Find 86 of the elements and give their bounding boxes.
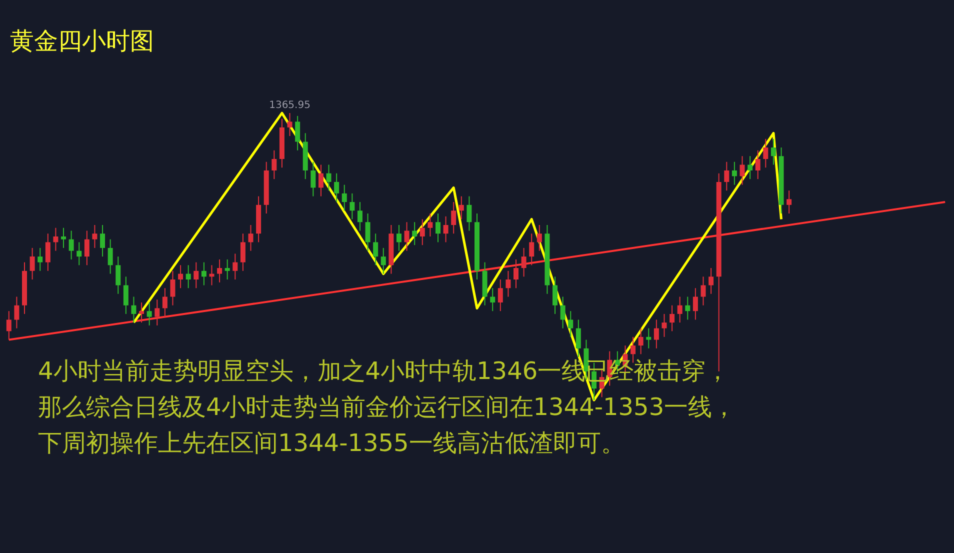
candlestick (576, 319, 581, 358)
candlestick (14, 296, 20, 329)
candlestick (6, 310, 12, 340)
candlestick (61, 227, 66, 248)
candlestick (248, 224, 254, 252)
annotation: 1365.95 (269, 100, 310, 112)
candlestick (45, 233, 50, 272)
candlestick (420, 218, 425, 246)
candlestick (435, 213, 440, 243)
candlestick (186, 264, 191, 289)
candlestick (30, 247, 35, 280)
candlestick (139, 302, 144, 324)
candlestick (560, 296, 566, 329)
candlestick (646, 328, 652, 349)
candlestick (232, 253, 238, 280)
candlestick (201, 262, 206, 286)
candlestick (748, 156, 753, 180)
candlestick (123, 276, 128, 314)
candlestick (451, 202, 456, 234)
candlestick (700, 276, 706, 306)
candlestick (490, 288, 496, 312)
candlestick (514, 258, 519, 289)
candlestick (638, 328, 644, 355)
candlestick (38, 247, 43, 272)
candlestick (342, 184, 347, 212)
candlestick (217, 258, 222, 283)
candlestick (357, 202, 362, 232)
candlestick (662, 313, 667, 338)
candlestick (326, 164, 332, 192)
candlestick (146, 302, 152, 326)
candlestick (732, 161, 737, 186)
candlestick (466, 196, 472, 232)
candlestick (521, 247, 526, 278)
candlestick (740, 156, 745, 186)
candlestick (68, 230, 74, 260)
candlestick (428, 213, 433, 237)
candlestick (724, 161, 730, 192)
candlestick (763, 138, 768, 168)
candlestick (443, 216, 448, 243)
candlestick (170, 270, 176, 306)
candlestick (224, 258, 230, 280)
candlestick (108, 238, 113, 274)
candlestick (116, 256, 121, 294)
candlestick (92, 224, 98, 248)
candlestick (404, 222, 410, 252)
candlestick (380, 247, 386, 274)
candlestick (536, 224, 542, 252)
candlestick (654, 319, 659, 349)
candlestick (350, 192, 355, 220)
candlestick (154, 299, 160, 326)
candlestick (412, 222, 418, 246)
candlestick (76, 242, 82, 266)
candlestick (162, 288, 168, 318)
candlestick (498, 279, 503, 312)
candlestick (770, 138, 776, 166)
candlestick (685, 296, 690, 320)
candlestick (396, 224, 402, 252)
annotation: 那么综合日线及4小时走势当前金价运行区间在1344-1353一线， (38, 393, 736, 421)
candlestick (334, 172, 340, 203)
candlestick (318, 164, 324, 197)
candlestick (272, 150, 277, 180)
candlestick (755, 150, 760, 180)
candlestick (53, 227, 58, 252)
candlestick (786, 190, 792, 214)
text: 下周初操作上先在区间1344-1355一线高沽低渣即可。 (38, 429, 625, 457)
candlestick (677, 296, 682, 324)
candlestick (506, 270, 511, 298)
candlestick (365, 213, 370, 252)
candlestick (295, 115, 300, 151)
candlestick (131, 296, 136, 324)
candlestick (100, 224, 106, 258)
candlestick (708, 268, 714, 294)
candlestick (194, 262, 199, 289)
candlestick (240, 233, 246, 272)
candlestick (552, 276, 558, 314)
candlestick (670, 304, 675, 332)
chart-title: 黄金四小时图 (10, 27, 154, 55)
candlestick (310, 161, 316, 197)
candlestick (84, 230, 90, 266)
candlestick (692, 288, 698, 320)
candlestick (529, 233, 534, 266)
candlestick (178, 264, 184, 289)
candlestick (287, 112, 292, 137)
candlestick (568, 310, 574, 338)
candlestick (458, 196, 464, 220)
candlestick (373, 233, 378, 266)
